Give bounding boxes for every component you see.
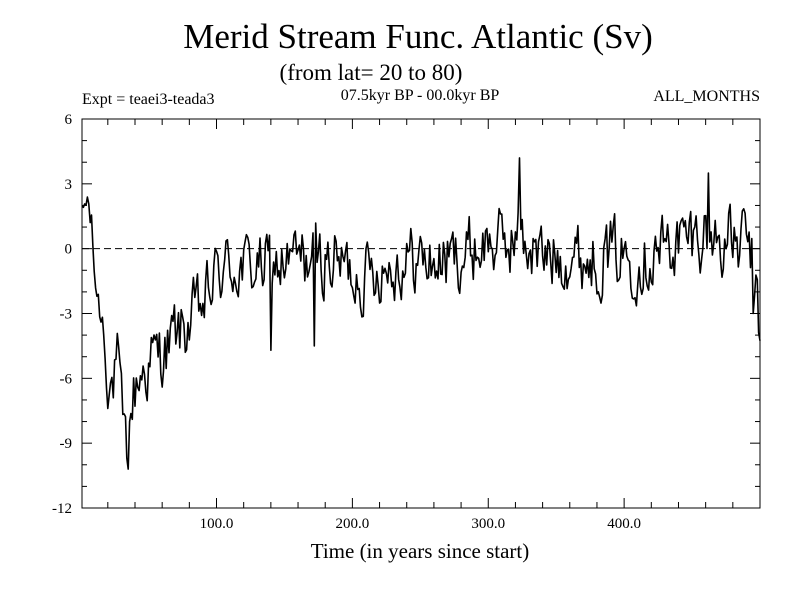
months-label: ALL_MONTHS [653, 88, 760, 105]
experiment-label: Expt = teaei3-teada3 [82, 91, 215, 108]
y-tick-label: -3 [60, 307, 73, 323]
plot-frame [81, 118, 761, 509]
period-label: 07.5kyr BP - 00.0kyr BP [340, 87, 500, 104]
y-tick-label: 3 [65, 177, 73, 193]
x-tick-label: 300.0 [471, 516, 505, 532]
chart-title: Merid Stream Func. Atlantic (Sv) [183, 17, 653, 56]
y-tick-label: -12 [52, 501, 72, 517]
tick-labels: 100.0 200.0 300.0 400.0 -12 -9 -6 -3 0 3 6 [52, 112, 641, 532]
x-tick-label: 200.0 [336, 516, 370, 532]
y-tick-label: -9 [60, 436, 73, 452]
x-axis-label: Time (in years since start) [310, 539, 530, 563]
y-tick-label: 0 [65, 242, 73, 258]
y-tick-label: 6 [65, 112, 73, 128]
tick-marks [82, 119, 760, 508]
y-tick-label: -6 [60, 371, 73, 387]
x-tick-label: 400.0 [607, 516, 641, 532]
chart-subtitle: (from lat= 20 to 80) [279, 60, 463, 85]
x-tick-label: 100.0 [200, 516, 234, 532]
series-line [81, 157, 761, 470]
